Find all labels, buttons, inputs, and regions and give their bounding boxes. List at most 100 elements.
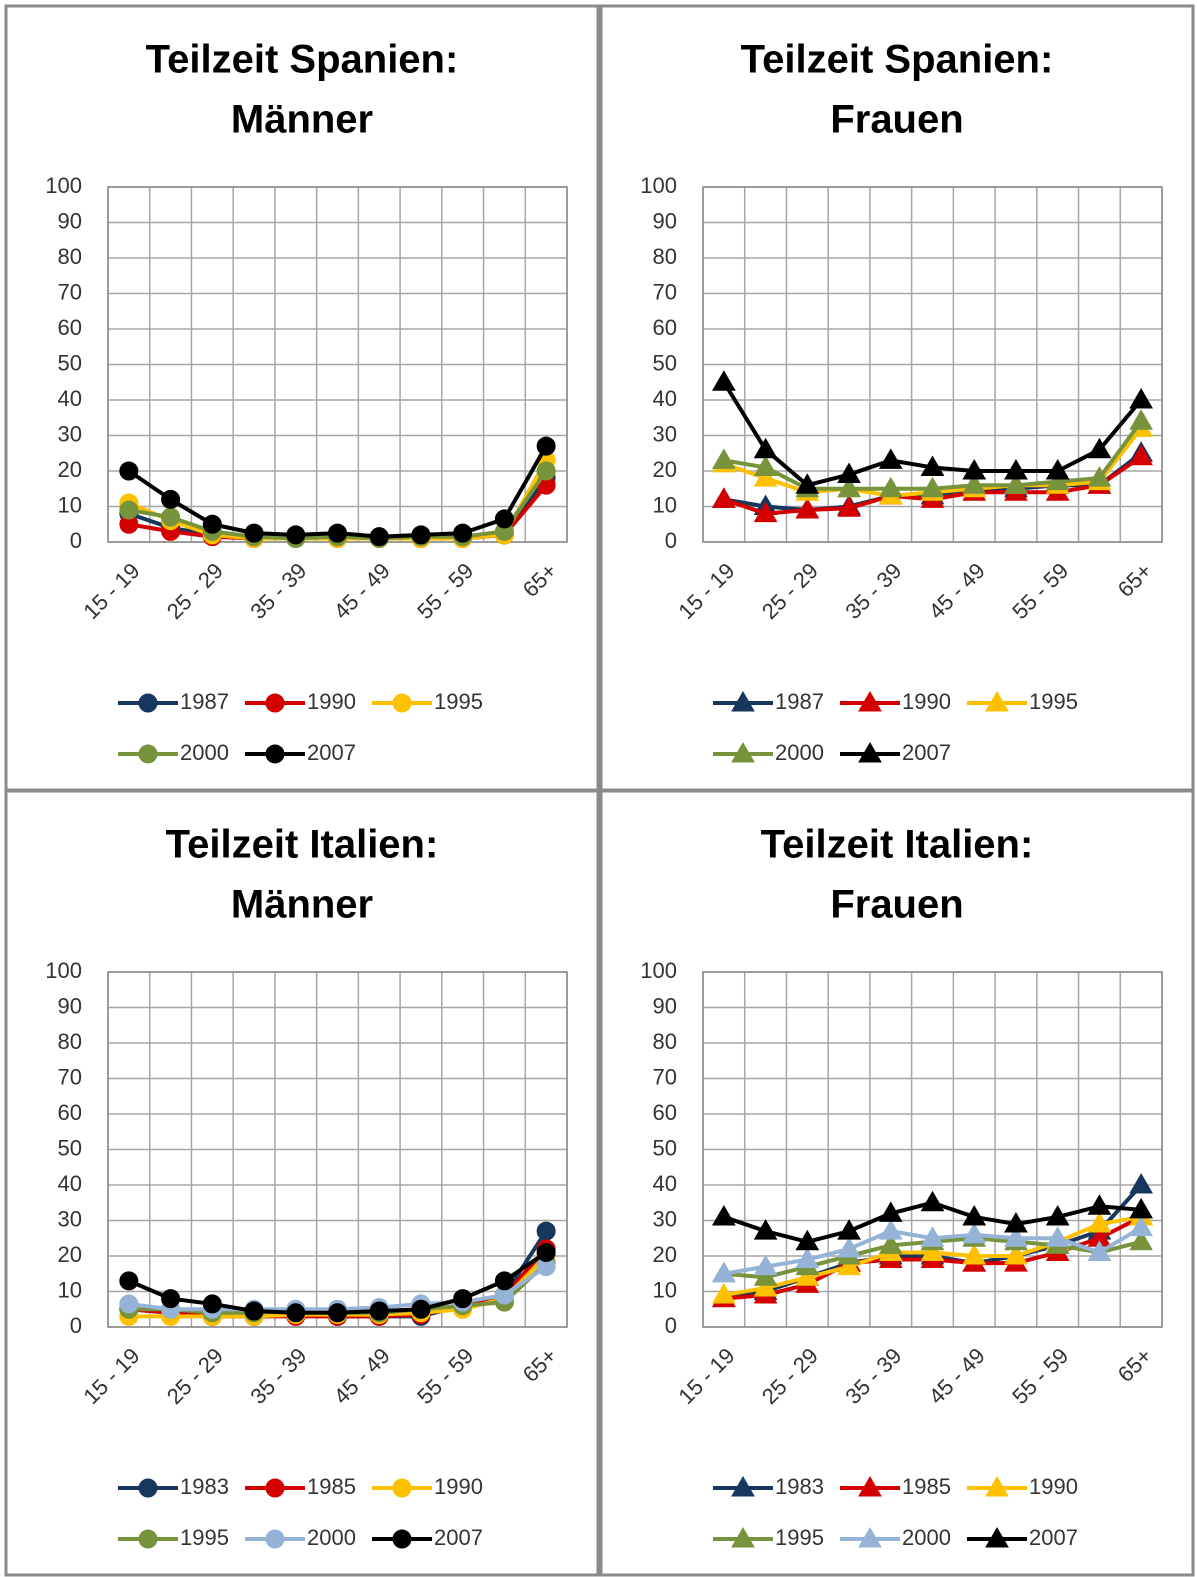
marker: [119, 500, 139, 520]
y-tick-label: 70: [653, 279, 677, 304]
marker: [878, 1201, 903, 1222]
y-tick-label: 10: [653, 492, 677, 517]
y-tick-label: 10: [58, 1277, 82, 1302]
x-tick-label: 45 - 49: [329, 1343, 395, 1409]
chart-title: Frauen: [830, 883, 963, 927]
marker: [286, 1303, 306, 1323]
y-tick-label: 30: [58, 421, 82, 446]
marker: [753, 466, 778, 487]
y-tick-label: 60: [653, 315, 677, 340]
legend-label: 1985: [902, 1474, 951, 1499]
y-tick-label: 90: [653, 993, 677, 1018]
legend-label: 1985: [307, 1474, 356, 1499]
y-tick-label: 50: [653, 350, 677, 375]
legend-marker: [138, 744, 158, 764]
y-tick-label: 100: [45, 958, 82, 983]
y-tick-label: 20: [653, 457, 677, 482]
marker: [962, 1222, 987, 1244]
chart-title: Männer: [231, 883, 373, 927]
x-tick-label: 25 - 29: [757, 1343, 823, 1409]
marker: [837, 1254, 861, 1276]
legend-label: 2007: [434, 1525, 483, 1550]
y-tick-label: 0: [70, 1313, 82, 1338]
marker: [962, 459, 987, 480]
legend-marker: [265, 744, 285, 764]
y-tick-label: 30: [58, 1206, 82, 1231]
legend-label: 1983: [775, 1474, 824, 1499]
plot-border: [702, 186, 1163, 543]
marker: [753, 1219, 778, 1240]
legend-label: 1995: [434, 689, 483, 714]
marker: [536, 1221, 556, 1241]
marker: [753, 437, 778, 459]
y-tick-label: 40: [58, 1171, 82, 1196]
y-tick-label: 20: [58, 457, 82, 482]
marker: [753, 501, 778, 523]
y-tick-label: 40: [653, 386, 677, 411]
marker: [1045, 1226, 1070, 1247]
y-tick-label: 70: [58, 1064, 82, 1089]
marker: [411, 1299, 431, 1319]
legend-marker: [138, 1529, 158, 1549]
legend-label: 1995: [1029, 689, 1078, 714]
marker: [119, 461, 139, 481]
marker: [494, 1271, 514, 1291]
marker: [1087, 1212, 1112, 1233]
legend-marker: [731, 1476, 755, 1497]
marker: [369, 1301, 389, 1321]
marker: [453, 523, 473, 543]
legend-marker: [985, 1476, 1009, 1497]
x-tick-label: 45 - 49: [329, 558, 395, 624]
x-tick-label: 15 - 19: [78, 558, 144, 624]
y-tick-label: 40: [58, 386, 82, 411]
x-tick-label: 35 - 39: [840, 1343, 906, 1409]
y-tick-label: 90: [58, 208, 82, 233]
y-tick-label: 20: [58, 1242, 82, 1267]
marker: [920, 1240, 945, 1261]
y-tick-label: 50: [58, 350, 82, 375]
legend-marker: [731, 691, 755, 712]
legend-label: 1983: [180, 1474, 229, 1499]
marker: [244, 1301, 264, 1321]
legend-marker: [392, 1529, 412, 1549]
legend-label: 1995: [180, 1525, 229, 1550]
y-tick-label: 60: [653, 1100, 677, 1125]
legend-label: 1987: [180, 689, 229, 714]
x-tick-label: 15 - 19: [78, 1343, 144, 1409]
legend-marker: [858, 1527, 882, 1548]
marker: [411, 525, 431, 545]
y-tick-label: 50: [58, 1135, 82, 1160]
marker: [328, 523, 347, 543]
marker: [711, 487, 736, 508]
x-tick-label: 55 - 59: [412, 558, 478, 624]
legend-marker: [138, 693, 158, 713]
marker: [244, 523, 264, 543]
y-tick-label: 80: [653, 244, 677, 269]
legend-marker: [985, 1527, 1009, 1548]
marker: [1004, 459, 1028, 480]
y-tick-label: 100: [640, 958, 677, 983]
x-tick-label: 55 - 59: [412, 1343, 478, 1409]
marker: [711, 370, 736, 391]
chart-title: Männer: [231, 98, 373, 142]
marker: [161, 507, 181, 527]
legend-marker: [858, 742, 882, 763]
marker: [711, 448, 736, 469]
marker: [878, 1233, 903, 1254]
legend-label: 2007: [902, 740, 951, 765]
legend-marker: [392, 693, 412, 713]
marker: [1004, 473, 1028, 494]
legend-label: 2000: [180, 740, 229, 765]
y-tick-label: 70: [58, 279, 82, 304]
marker: [795, 1265, 820, 1286]
marker: [753, 455, 778, 476]
marker: [161, 489, 181, 509]
marker: [1045, 469, 1070, 491]
marker: [1087, 466, 1112, 487]
x-tick-label: 25 - 29: [757, 558, 823, 624]
marker: [711, 1204, 736, 1226]
marker: [536, 436, 556, 456]
y-tick-label: 100: [640, 173, 677, 198]
y-tick-label: 80: [653, 1029, 677, 1054]
legend-marker: [858, 691, 882, 712]
